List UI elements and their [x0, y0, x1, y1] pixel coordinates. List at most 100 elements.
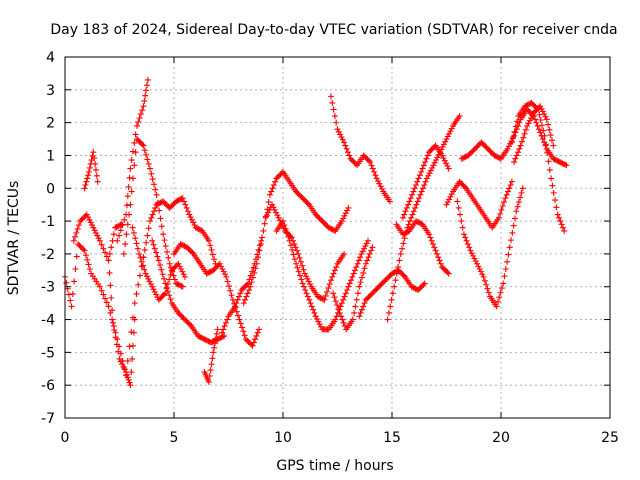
data-point: [293, 188, 300, 195]
data-point: [312, 313, 319, 320]
data-point: [559, 224, 566, 231]
data-point: [74, 225, 81, 232]
data-point: [338, 134, 345, 141]
data-point: [317, 294, 324, 301]
data-point: [442, 138, 449, 145]
data-point: [341, 250, 348, 257]
data-point: [252, 336, 259, 343]
data-point: [132, 131, 139, 138]
data-point: [402, 229, 409, 236]
data-point: [213, 330, 220, 337]
data-point: [206, 372, 213, 379]
data-point: [210, 267, 217, 274]
data-point: [560, 160, 567, 167]
data-point: [148, 214, 155, 221]
data-point: [133, 136, 140, 143]
data-point: [112, 224, 119, 231]
data-point: [377, 282, 384, 289]
data-point: [331, 294, 338, 301]
data-point: [399, 214, 406, 221]
data-point: [245, 280, 252, 287]
data-point: [437, 260, 444, 267]
data-point: [111, 327, 118, 334]
data-point: [135, 281, 142, 288]
data-point: [270, 204, 277, 211]
data-point: [266, 191, 273, 198]
data-point: [121, 216, 128, 223]
data-point: [116, 222, 123, 229]
data-point: [304, 293, 311, 300]
data-point: [180, 242, 187, 249]
data-point: [402, 208, 409, 215]
series-sat-e: [105, 257, 138, 389]
data-point: [511, 128, 518, 135]
data-point: [200, 335, 207, 342]
data-point: [360, 303, 367, 310]
data-point: [386, 198, 393, 205]
data-point: [470, 147, 477, 154]
data-point: [245, 287, 252, 294]
data-point: [173, 198, 180, 205]
data-point: [533, 119, 540, 126]
data-point: [420, 162, 427, 169]
data-point: [339, 316, 346, 323]
data-point: [526, 117, 533, 124]
data-point: [396, 257, 403, 264]
data-point: [242, 336, 249, 343]
data-point: [130, 329, 137, 336]
data-point: [420, 281, 427, 288]
data-point: [320, 296, 327, 303]
data-point: [151, 288, 158, 295]
data-point: [369, 290, 376, 297]
data-point: [269, 185, 276, 192]
data-point: [98, 241, 105, 248]
data-point: [128, 157, 135, 164]
series-sat-a: [62, 241, 147, 379]
data-point: [90, 224, 97, 231]
data-point: [136, 272, 143, 279]
data-point: [443, 267, 450, 274]
data-point: [272, 178, 279, 185]
data-point: [124, 357, 131, 364]
data-point: [150, 181, 157, 188]
data-point: [85, 168, 92, 175]
data-point: [188, 248, 195, 255]
data-point: [534, 122, 541, 129]
data-point: [400, 272, 407, 279]
data-point: [299, 280, 306, 287]
data-point: [412, 181, 419, 188]
data-point: [422, 159, 429, 166]
data-point: [427, 167, 434, 174]
data-point: [504, 145, 511, 152]
data-point: [430, 162, 437, 169]
data-point: [316, 321, 323, 328]
data-point: [249, 274, 256, 281]
data-point: [237, 320, 244, 327]
data-point: [150, 241, 157, 248]
data-point: [349, 316, 356, 323]
data-point: [400, 240, 407, 247]
data-point: [289, 246, 296, 253]
data-point: [140, 262, 147, 269]
data-point: [536, 111, 543, 118]
data-point: [349, 273, 356, 280]
data-point: [513, 208, 520, 215]
data-point: [342, 142, 349, 149]
data-point: [128, 188, 135, 195]
data-point: [540, 127, 547, 134]
data-point: [315, 318, 322, 325]
data-point: [302, 287, 309, 294]
data-point: [80, 246, 87, 253]
data-point: [334, 302, 341, 309]
data-point: [444, 133, 451, 140]
data-point: [385, 309, 392, 316]
data-point: [152, 186, 159, 193]
data-point: [106, 250, 113, 257]
data-point: [207, 242, 214, 249]
data-point: [414, 218, 421, 225]
data-point: [505, 251, 512, 258]
data-point: [181, 243, 188, 250]
data-point: [542, 141, 549, 148]
data-point: [310, 306, 317, 313]
data-point: [395, 264, 402, 271]
